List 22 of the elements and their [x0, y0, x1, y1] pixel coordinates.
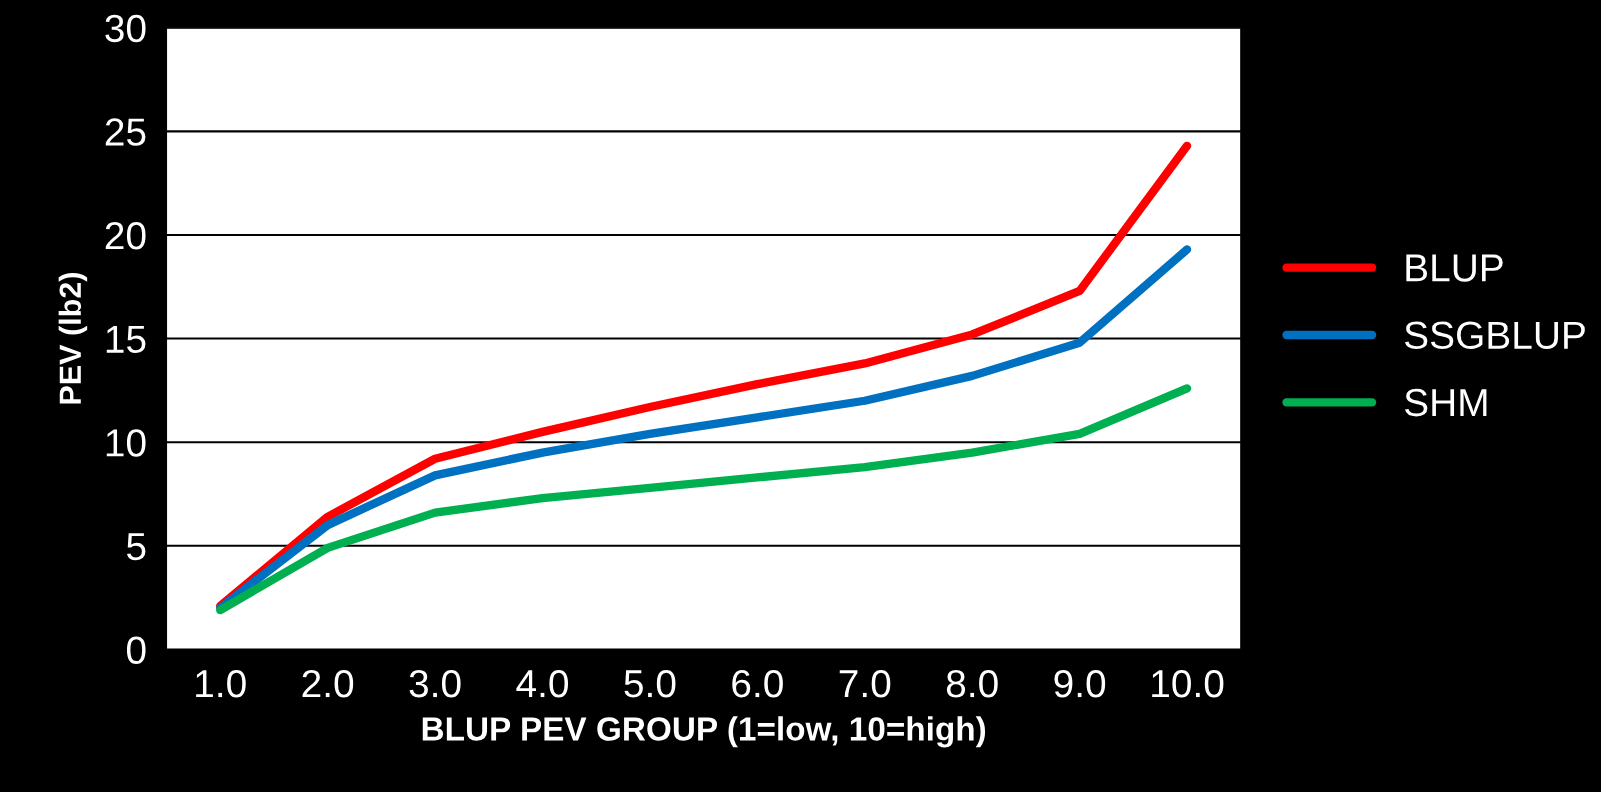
x-tick-label: 5.0 — [624, 669, 676, 698]
x-tick-label: 4.0 — [516, 669, 569, 698]
x-tick-label: 7.0 — [839, 669, 891, 698]
y-tick-label: 5 — [126, 533, 146, 561]
x-tick-label: 10.0 — [1152, 669, 1224, 698]
y-tick-label: 0 — [126, 636, 146, 664]
y-axis-title: PEV (lb2) — [58, 273, 88, 404]
x-tick-label: 6.0 — [732, 669, 783, 698]
x-tick-label: 3.0 — [409, 669, 461, 698]
y-tick-label: 20 — [105, 221, 146, 250]
x-tick-label: 1.0 — [196, 669, 246, 698]
x-tick-label: 8.0 — [946, 669, 998, 698]
legend-label: SHM — [1404, 388, 1487, 417]
y-tick-label: 10 — [106, 429, 146, 457]
x-axis-title: BLUP PEV GROUP (1=low, 10=high) — [422, 716, 986, 748]
legend-label: BLUP — [1406, 254, 1503, 282]
y-tick-label: 15 — [106, 325, 146, 354]
x-tick-label: 2.0 — [302, 669, 354, 698]
y-tick-label: 30 — [105, 14, 146, 43]
y-tick-label: 25 — [105, 118, 146, 146]
x-tick-label: 9.0 — [1054, 669, 1106, 698]
legend-label: SSGBLUP — [1404, 321, 1585, 350]
